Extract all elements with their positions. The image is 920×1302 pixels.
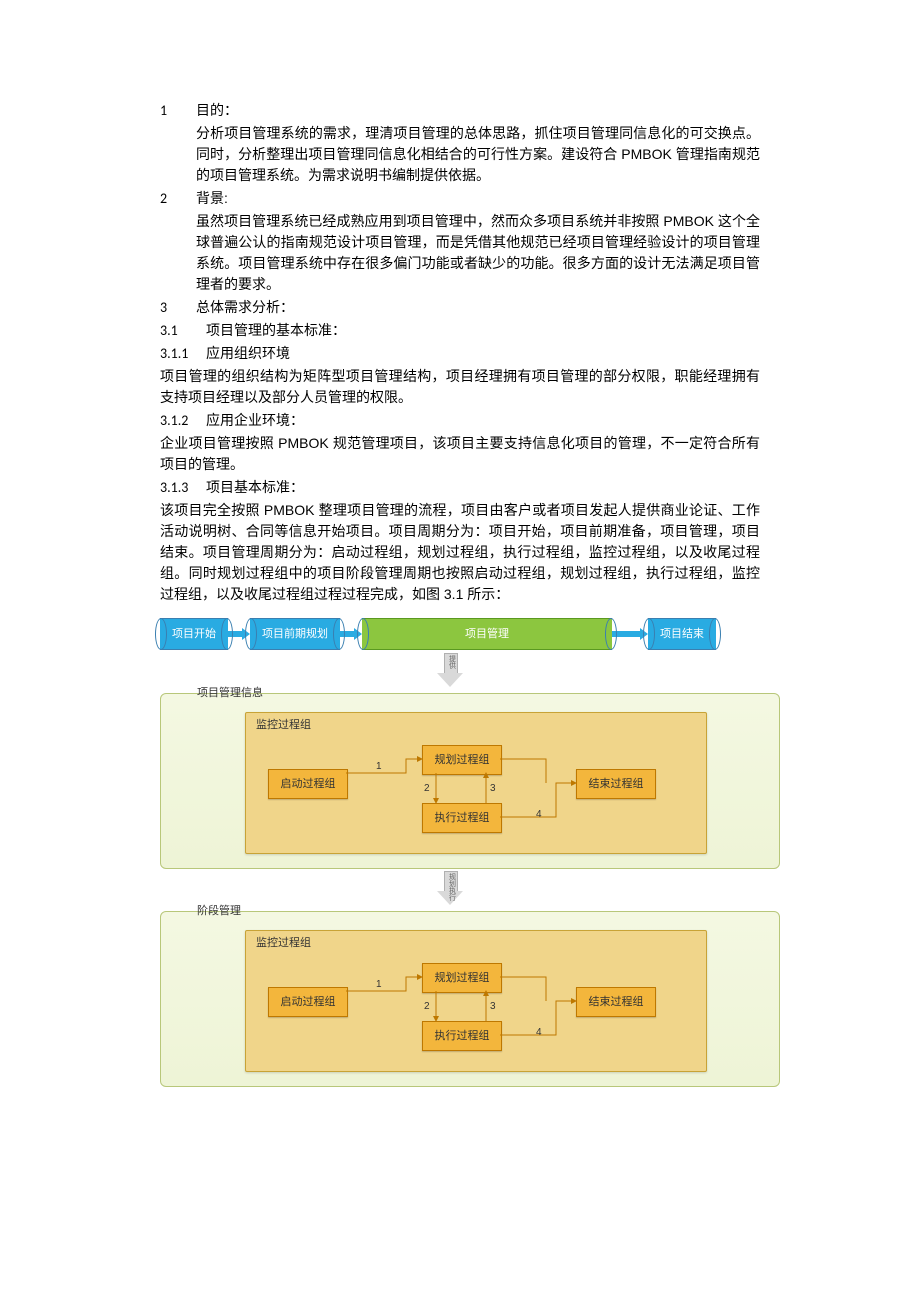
section-num: 3.1.1 — [160, 343, 206, 364]
section-3-1-1-body: 项目管理的组织结构为矩阵型项目管理结构，项目经理拥有项目管理的部分权限，职能经理… — [160, 366, 760, 408]
section-title: 项目基本标准： — [206, 477, 304, 498]
section-1: 1 目的： — [160, 100, 760, 121]
section-3-1-2: 3.1.2 应用企业环境： — [160, 410, 760, 431]
top-flow-row: 项目开始 项目前期规划 项目管理 项目结束 — [160, 617, 780, 651]
cylinder-label: 项目管理 — [465, 626, 509, 643]
monitor-title: 监控过程组 — [256, 935, 311, 952]
monitor-process-group-2: 监控过程组 启动过程组 规划过程组 执行过程组 结束过程组 — [245, 930, 707, 1072]
edge-label-3: 3 — [490, 781, 496, 796]
edge-label-3: 3 — [490, 999, 496, 1014]
cylinder-label: 项目开始 — [172, 626, 216, 643]
box-close: 结束过程组 — [576, 769, 656, 799]
section-3-1: 3.1 项目管理的基本标准： — [160, 320, 760, 341]
section-3: 3 总体需求分析： — [160, 297, 760, 318]
down-arrow-2: 规划执行 — [120, 871, 780, 905]
section-title: 背景: — [196, 188, 760, 209]
section-2-body: 虽然项目管理系统已经成熟应用到项目管理中，然而众多项目系统并非按照 PMBOK … — [196, 211, 760, 295]
section-title: 目的： — [196, 100, 760, 121]
edge-label-4: 4 — [536, 807, 542, 822]
box-plan: 规划过程组 — [422, 963, 502, 993]
section-title: 总体需求分析： — [196, 297, 760, 318]
edge-label-4: 4 — [536, 1025, 542, 1040]
cylinder-label: 项目前期规划 — [262, 626, 328, 643]
panel-title: 阶段管理 — [195, 903, 243, 920]
section-3-1-3: 3.1.3 项目基本标准： — [160, 477, 760, 498]
cylinder-prep: 项目前期规划 — [250, 618, 340, 650]
panel-project-mgmt-info: 项目管理信息 监控过程组 启动过程组 规划过程组 执行过程组 结束过程组 — [160, 693, 780, 869]
cylinder-end: 项目结束 — [648, 618, 716, 650]
monitor-process-group: 监控过程组 启动过程组 规划过程组 执行过程组 结束过程组 — [245, 712, 707, 854]
down-arrow-1: 提供 — [120, 653, 780, 687]
section-3-1-3-body: 该项目完全按照 PMBOK 整理项目管理的流程，项目由客户或者项目发起人提供商业… — [160, 500, 760, 605]
panel-title: 项目管理信息 — [195, 685, 265, 702]
box-plan: 规划过程组 — [422, 745, 502, 775]
section-title: 应用企业环境： — [206, 410, 304, 431]
edge-label-2: 2 — [424, 999, 430, 1014]
cylinder-manage: 项目管理 — [362, 618, 612, 650]
monitor-title: 监控过程组 — [256, 717, 311, 734]
cylinder-label: 项目结束 — [660, 626, 704, 643]
box-close: 结束过程组 — [576, 987, 656, 1017]
edge-label-2: 2 — [424, 781, 430, 796]
edge-label-1: 1 — [376, 759, 382, 774]
document-page: 1 目的： 分析项目管理系统的需求，理清项目管理的总体思路，抓住项目管理同信息化… — [0, 0, 920, 1197]
box-init: 启动过程组 — [268, 769, 348, 799]
box-init: 启动过程组 — [268, 987, 348, 1017]
section-num: 1 — [160, 100, 196, 121]
box-exec: 执行过程组 — [422, 1021, 502, 1051]
section-num: 3 — [160, 297, 196, 318]
box-exec: 执行过程组 — [422, 803, 502, 833]
figure-3-1: 项目开始 项目前期规划 项目管理 项目结束 — [160, 617, 780, 1157]
section-3-1-1: 3.1.1 应用组织环境 — [160, 343, 760, 364]
section-1-body: 分析项目管理系统的需求，理清项目管理的总体思路，抓住项目管理同信息化的可交换点。… — [196, 123, 760, 186]
section-3-1-2-body: 企业项目管理按照 PMBOK 规范管理项目，该项目主要支持信息化项目的管理，不一… — [160, 433, 760, 475]
edge-label-1: 1 — [376, 977, 382, 992]
section-num: 3.1.3 — [160, 477, 206, 498]
cylinder-start: 项目开始 — [160, 618, 228, 650]
section-num: 3.1 — [160, 320, 206, 341]
section-2: 2 背景: — [160, 188, 760, 209]
section-title: 项目管理的基本标准： — [206, 320, 346, 341]
panel-phase-mgmt: 阶段管理 监控过程组 启动过程组 规划过程组 执行过程组 结束过程组 — [160, 911, 780, 1087]
section-num: 3.1.2 — [160, 410, 206, 431]
section-num: 2 — [160, 188, 196, 209]
arrow-label: 提供 — [446, 655, 457, 669]
section-title: 应用组织环境 — [206, 343, 290, 364]
arrow-label: 规划执行 — [446, 873, 457, 901]
